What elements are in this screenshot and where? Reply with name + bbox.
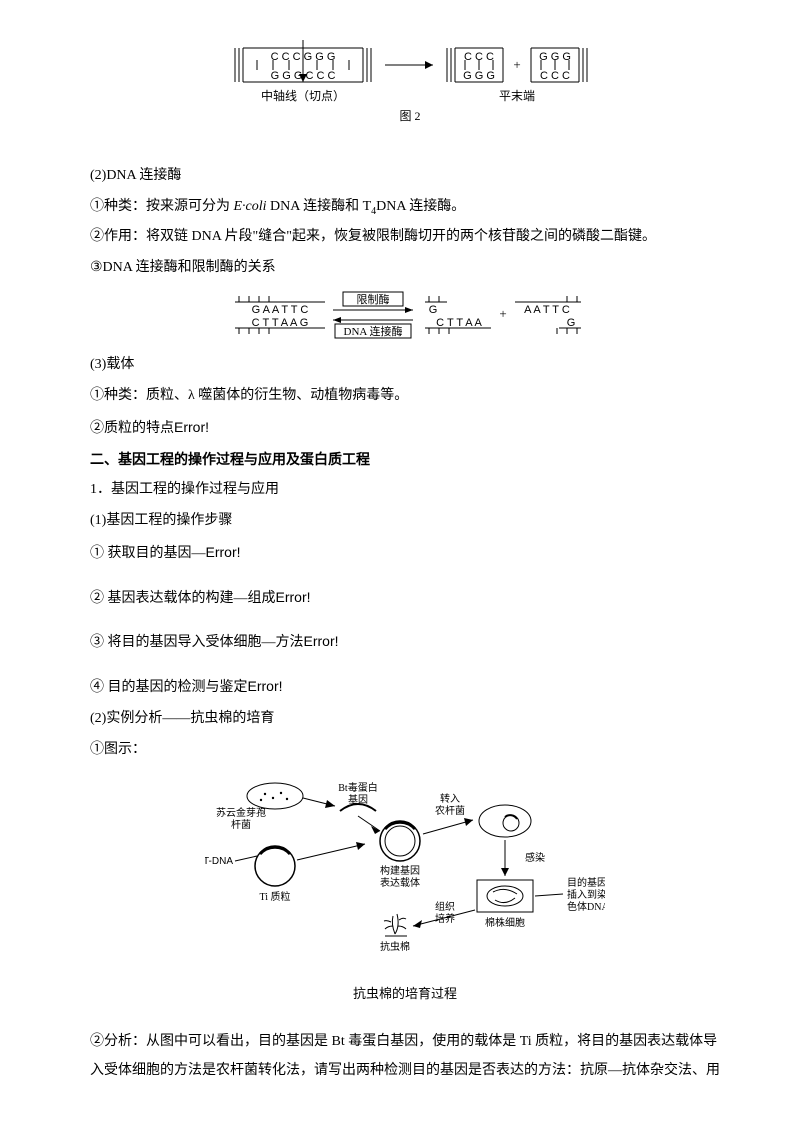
fig3-t2: 培养: [435, 912, 455, 925]
step4-pre: ④ 目的基因的检测与鉴定: [90, 680, 248, 695]
fig3-ti: Ti 质粒: [259, 890, 290, 903]
fig1-botseq-r2: C C C: [540, 70, 570, 82]
figure-1: C C C G G G G G G C C C C C C G G G +: [90, 40, 720, 143]
s1-2a: ①图示：: [90, 735, 720, 766]
fig1-topseq-r2: G G G: [539, 51, 571, 63]
step3-err: Error!: [304, 633, 339, 649]
fig2-enz-top: 限制酶: [357, 293, 390, 306]
fig2-bm: C T T A A: [436, 317, 482, 329]
p3-1: ①种类：质粒、λ 噬菌体的衍生物、动植物病毒等。: [90, 381, 720, 412]
p3-2-err: Error!: [174, 419, 209, 435]
p3-title: (3)载体: [90, 350, 720, 381]
fig2-br: G: [567, 317, 576, 329]
fig2-tl: G A A T T C: [252, 304, 309, 316]
fig3-tdna: T-DNA: [205, 856, 233, 867]
step1-err: Error!: [206, 544, 241, 560]
figure-2: G A A T T C C T T A A G 限制酶 DNA 连接酶 G C …: [90, 290, 720, 340]
step2-pre: ② 基因表达载体的构建—组成: [90, 591, 276, 606]
s1-1: (1)基因工程的操作步骤: [90, 506, 720, 537]
p-analysis: ②分析：从图中可以看出，目的基因是 Bt 毒蛋白基因，使用的载体是 Ti 质粒，…: [90, 1027, 720, 1086]
fig1-botseq-r1: G G G: [463, 70, 495, 82]
p2-1-post: DNA 连接酶。: [376, 199, 465, 214]
fig3-cell: 棉株细胞: [485, 916, 525, 929]
fig3-resist: 抗虫棉: [380, 940, 410, 953]
fig3-caption: 抗虫棉的培育过程: [90, 980, 720, 1009]
step4-err: Error!: [248, 678, 283, 694]
fig1-axis-label: 中轴线（切点）: [261, 88, 345, 103]
fig3-infect: 感染: [525, 851, 545, 864]
fig2-plus: +: [499, 306, 506, 321]
fig1-topseq-r1: C C C: [464, 51, 494, 63]
svg-text:+: +: [513, 57, 520, 72]
fig2-tr: A A T T C: [524, 304, 570, 316]
p2-1-pre: ①种类：按来源可分为: [90, 199, 234, 214]
step1-pre: ① 获取目的基因—: [90, 546, 206, 561]
step4: ④ 目的基因的检测与鉴定Error!: [90, 671, 720, 704]
fig3-g2: 插入到染: [567, 888, 605, 901]
fig3-transfer: 转入: [440, 792, 460, 805]
fig2-enz-bot: DNA 连接酶: [344, 325, 403, 338]
p2-1-italic: E·coli: [234, 199, 267, 214]
p2-2: ②作用：将双链 DNA 片段"缝合"起来，恢复被限制酶切开的两个核苷酸之间的磷酸…: [90, 222, 720, 253]
fig3-c1: 构建基因: [380, 864, 420, 877]
step2-err: Error!: [276, 589, 311, 605]
fig1-blunt-label: 平末端: [499, 89, 535, 103]
fig3-bac1: 苏云金芽孢: [216, 806, 266, 819]
p3-2-pre: ②质粒的特点: [90, 421, 174, 436]
fig3-g1: 目的基因: [567, 876, 605, 889]
step1: ① 获取目的基因—Error!: [90, 537, 720, 570]
step3: ③ 将目的基因导入受体细胞—方法Error!: [90, 626, 720, 659]
p2-1: ①种类：按来源可分为 E·coli DNA 连接酶和 T4DNA 连接酶。: [90, 192, 720, 223]
fig3-c2: 表达载体: [380, 876, 420, 889]
step3-pre: ③ 将目的基因导入受体细胞—方法: [90, 635, 304, 650]
figure-3: 苏云金芽孢 杆菌 Bt毒蛋白 基因 T-DNA Ti 质粒 构建基因 表达载体 …: [90, 776, 720, 1009]
p2-1-mid: DNA 连接酶和 T: [267, 199, 372, 214]
fig3-bt2: 基因: [348, 793, 368, 806]
p3-2: ②质粒的特点Error!: [90, 412, 720, 445]
fig3-agro: 农杆菌: [435, 804, 465, 817]
fig3-bt1: Bt毒蛋白: [338, 781, 377, 794]
fig2-tm: G: [429, 304, 438, 316]
fig3-bac2: 杆菌: [231, 819, 251, 831]
fig2-bl: C T T A A G: [252, 317, 309, 329]
p2-title: (2)DNA 连接酶: [90, 161, 720, 192]
fig1-caption: 图 2: [399, 109, 420, 123]
s1: 1．基因工程的操作过程与应用: [90, 475, 720, 506]
heading-2: 二、基因工程的操作过程与应用及蛋白质工程: [90, 444, 720, 475]
s1-2: (2)实例分析——抗虫棉的培育: [90, 704, 720, 735]
fig3-g3: 色体DNA中: [567, 900, 605, 913]
fig3-t1: 组织: [435, 900, 455, 913]
p2-3: ③DNA 连接酶和限制酶的关系: [90, 253, 720, 284]
step2: ② 基因表达载体的构建—组成Error!: [90, 582, 720, 615]
